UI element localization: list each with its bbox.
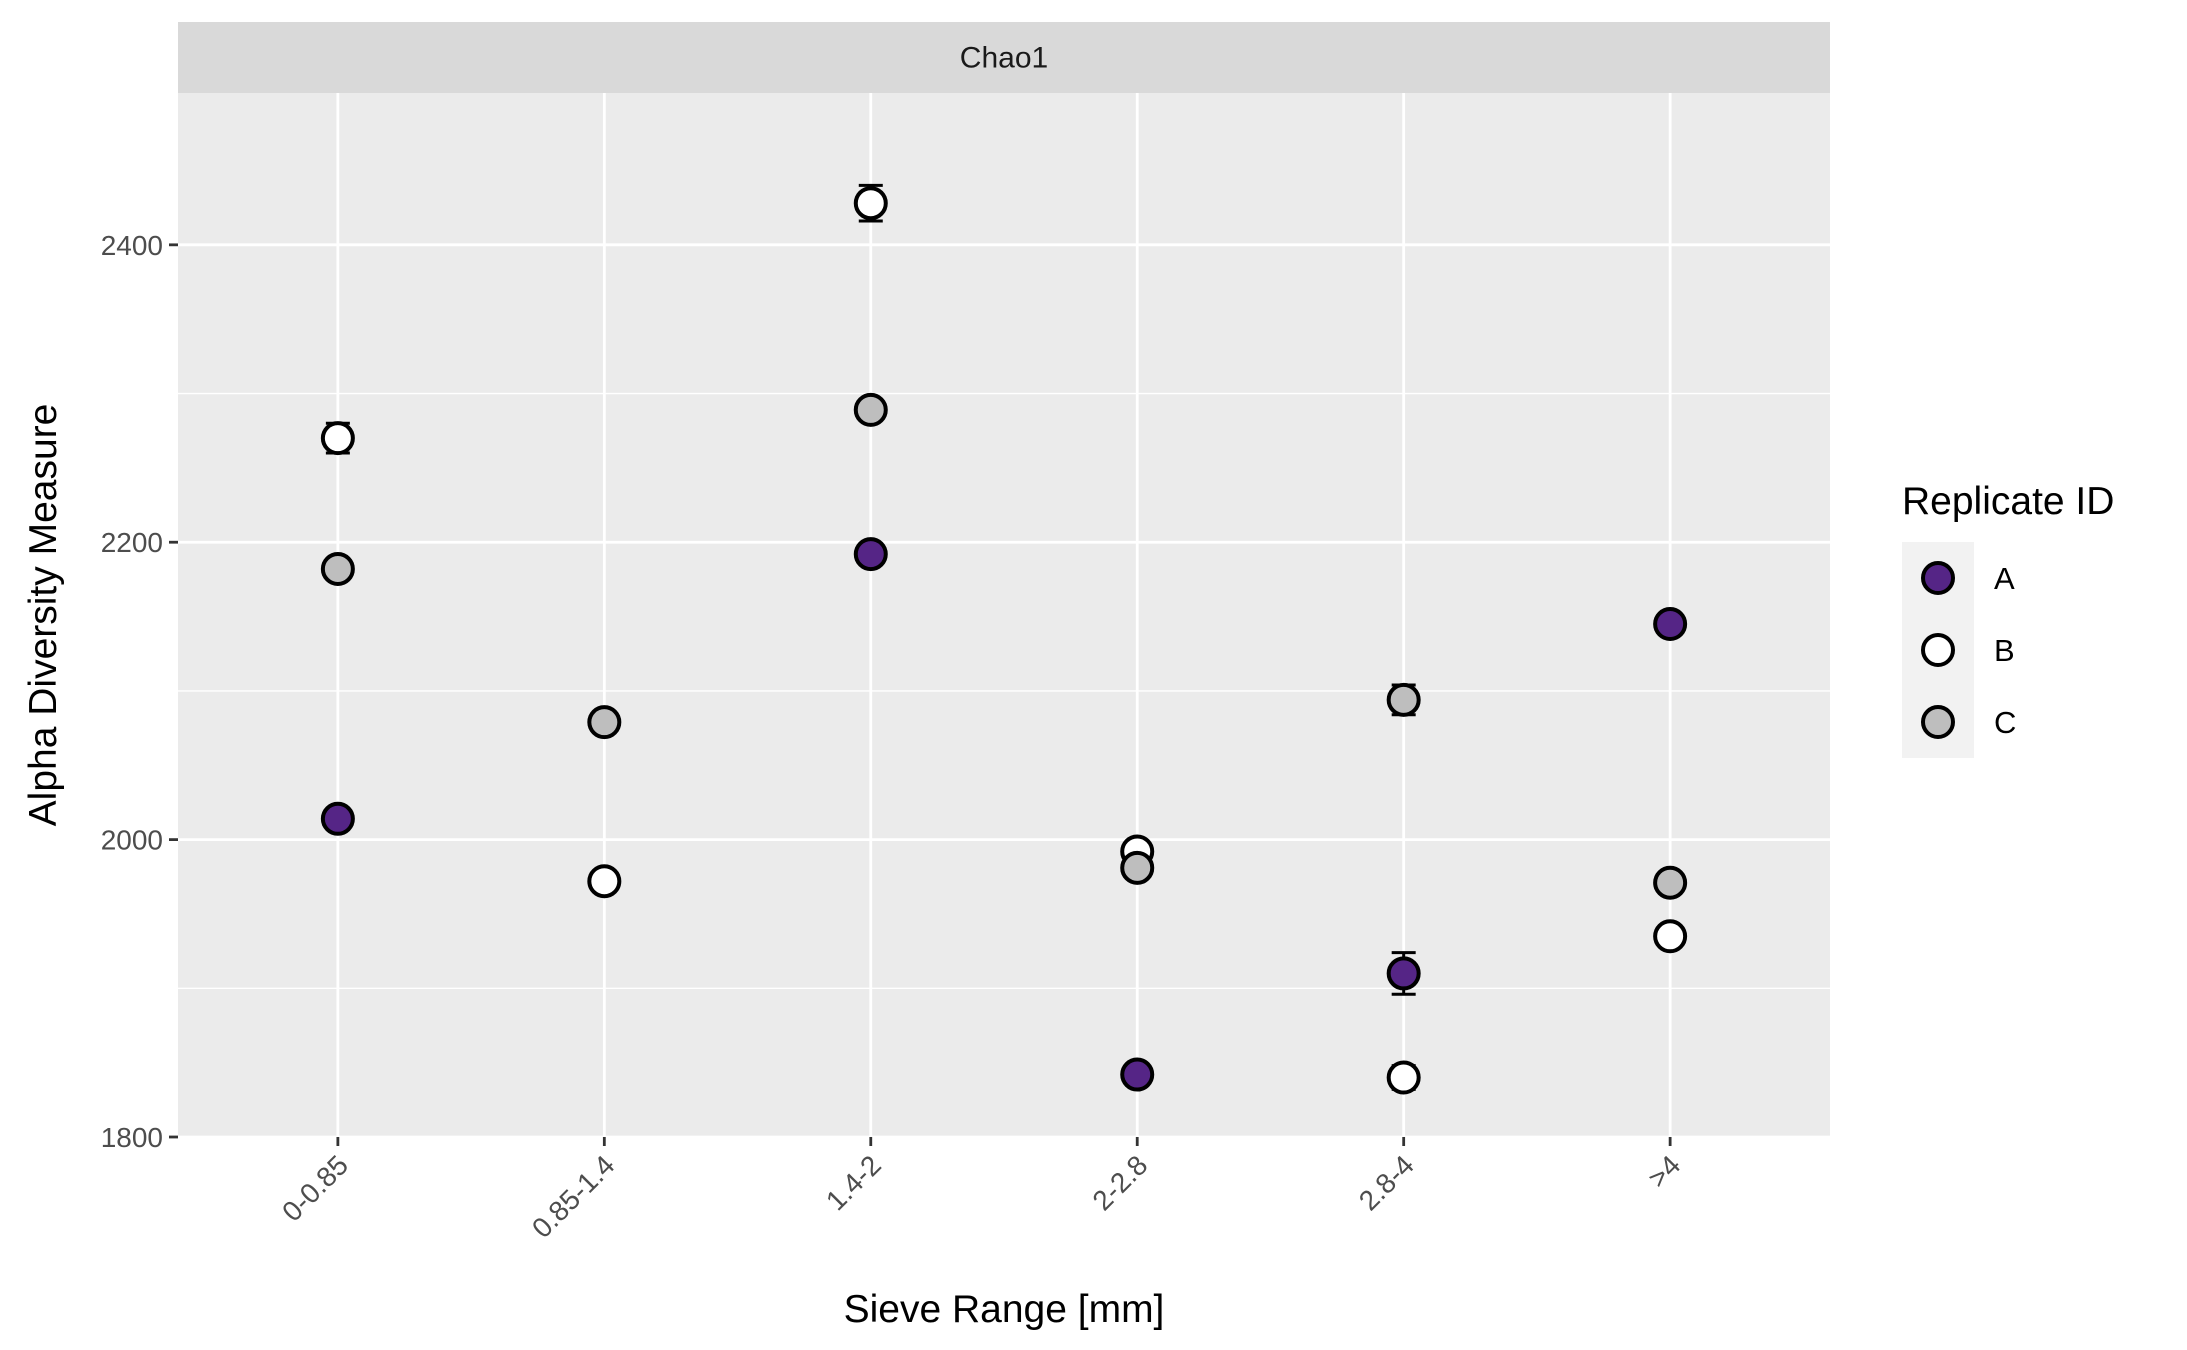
point-C->4: [1653, 865, 1688, 900]
x-tick-label: 0-0.85: [276, 1149, 354, 1227]
legend-label-C: C: [1994, 705, 2016, 740]
panel-background: [178, 93, 1830, 1137]
data-point: [1653, 607, 1688, 642]
point-A-1.4-2: [853, 537, 888, 572]
data-point: [853, 186, 888, 221]
data-point: [1386, 682, 1421, 717]
y-tick-label: 2200: [101, 527, 163, 558]
data-point: [320, 551, 355, 586]
point-A-0-0.85: [320, 801, 355, 836]
data-point: [853, 537, 888, 572]
facet-strip-background: [178, 22, 1830, 93]
point-A-2.8-4: [1386, 951, 1421, 996]
legend-title: Replicate ID: [1902, 480, 2114, 523]
data-point: [1386, 956, 1421, 991]
x-tick-label: >4: [1642, 1149, 1687, 1194]
data-point: [1653, 865, 1688, 900]
data-point: [320, 421, 355, 456]
data-point: [1386, 1060, 1421, 1095]
data-point: [320, 801, 355, 836]
legend-key-C: [1921, 705, 1955, 739]
x-tick-label: 1.4-2: [820, 1149, 887, 1216]
point-B-0-0.85: [320, 421, 355, 456]
data-point: [853, 392, 888, 427]
legend: Replicate ID A B C: [1902, 480, 2114, 758]
legend-label-B: B: [1994, 633, 2015, 668]
data-marks: [320, 183, 1688, 1095]
data-point: [587, 864, 622, 899]
y-tick-label: 2400: [101, 230, 163, 261]
data-point: [1120, 1057, 1155, 1092]
x-axis-title: Sieve Range [mm]: [844, 1288, 1165, 1331]
point-A->4: [1653, 607, 1688, 642]
point-B-0.85-1.4: [587, 864, 622, 899]
plot-panel: [178, 93, 1830, 1139]
x-tick-label: 2-2.8: [1086, 1149, 1153, 1216]
point-B->4: [1653, 919, 1688, 954]
point-C-2-2.8: [1120, 850, 1155, 885]
point-C-2.8-4: [1386, 682, 1421, 717]
data-point: [587, 705, 622, 740]
point-C-1.4-2: [853, 392, 888, 427]
point-A-2-2.8: [1120, 1057, 1155, 1092]
legend-label-A: A: [1994, 561, 2015, 596]
legend-key-A: [1921, 561, 1955, 595]
point-C-0-0.85: [320, 551, 355, 586]
facet-label: Chao1: [960, 42, 1048, 75]
point-B-2.8-4: [1386, 1060, 1421, 1095]
x-tick-label: 0.85-1.4: [526, 1149, 621, 1244]
data-point: [1653, 919, 1688, 954]
data-point: [1120, 850, 1155, 885]
point-B-1.4-2: [853, 183, 888, 223]
facet-strip: Chao1: [178, 22, 1830, 93]
point-C-0.85-1.4: [587, 705, 622, 740]
y-tick-label: 2000: [101, 825, 163, 856]
y-axis-title: Alpha Diversity Measure: [22, 404, 65, 827]
y-tick-label: 1800: [101, 1122, 163, 1153]
x-tick-label: 2.8-4: [1353, 1149, 1420, 1216]
legend-key-B: [1921, 633, 1955, 667]
